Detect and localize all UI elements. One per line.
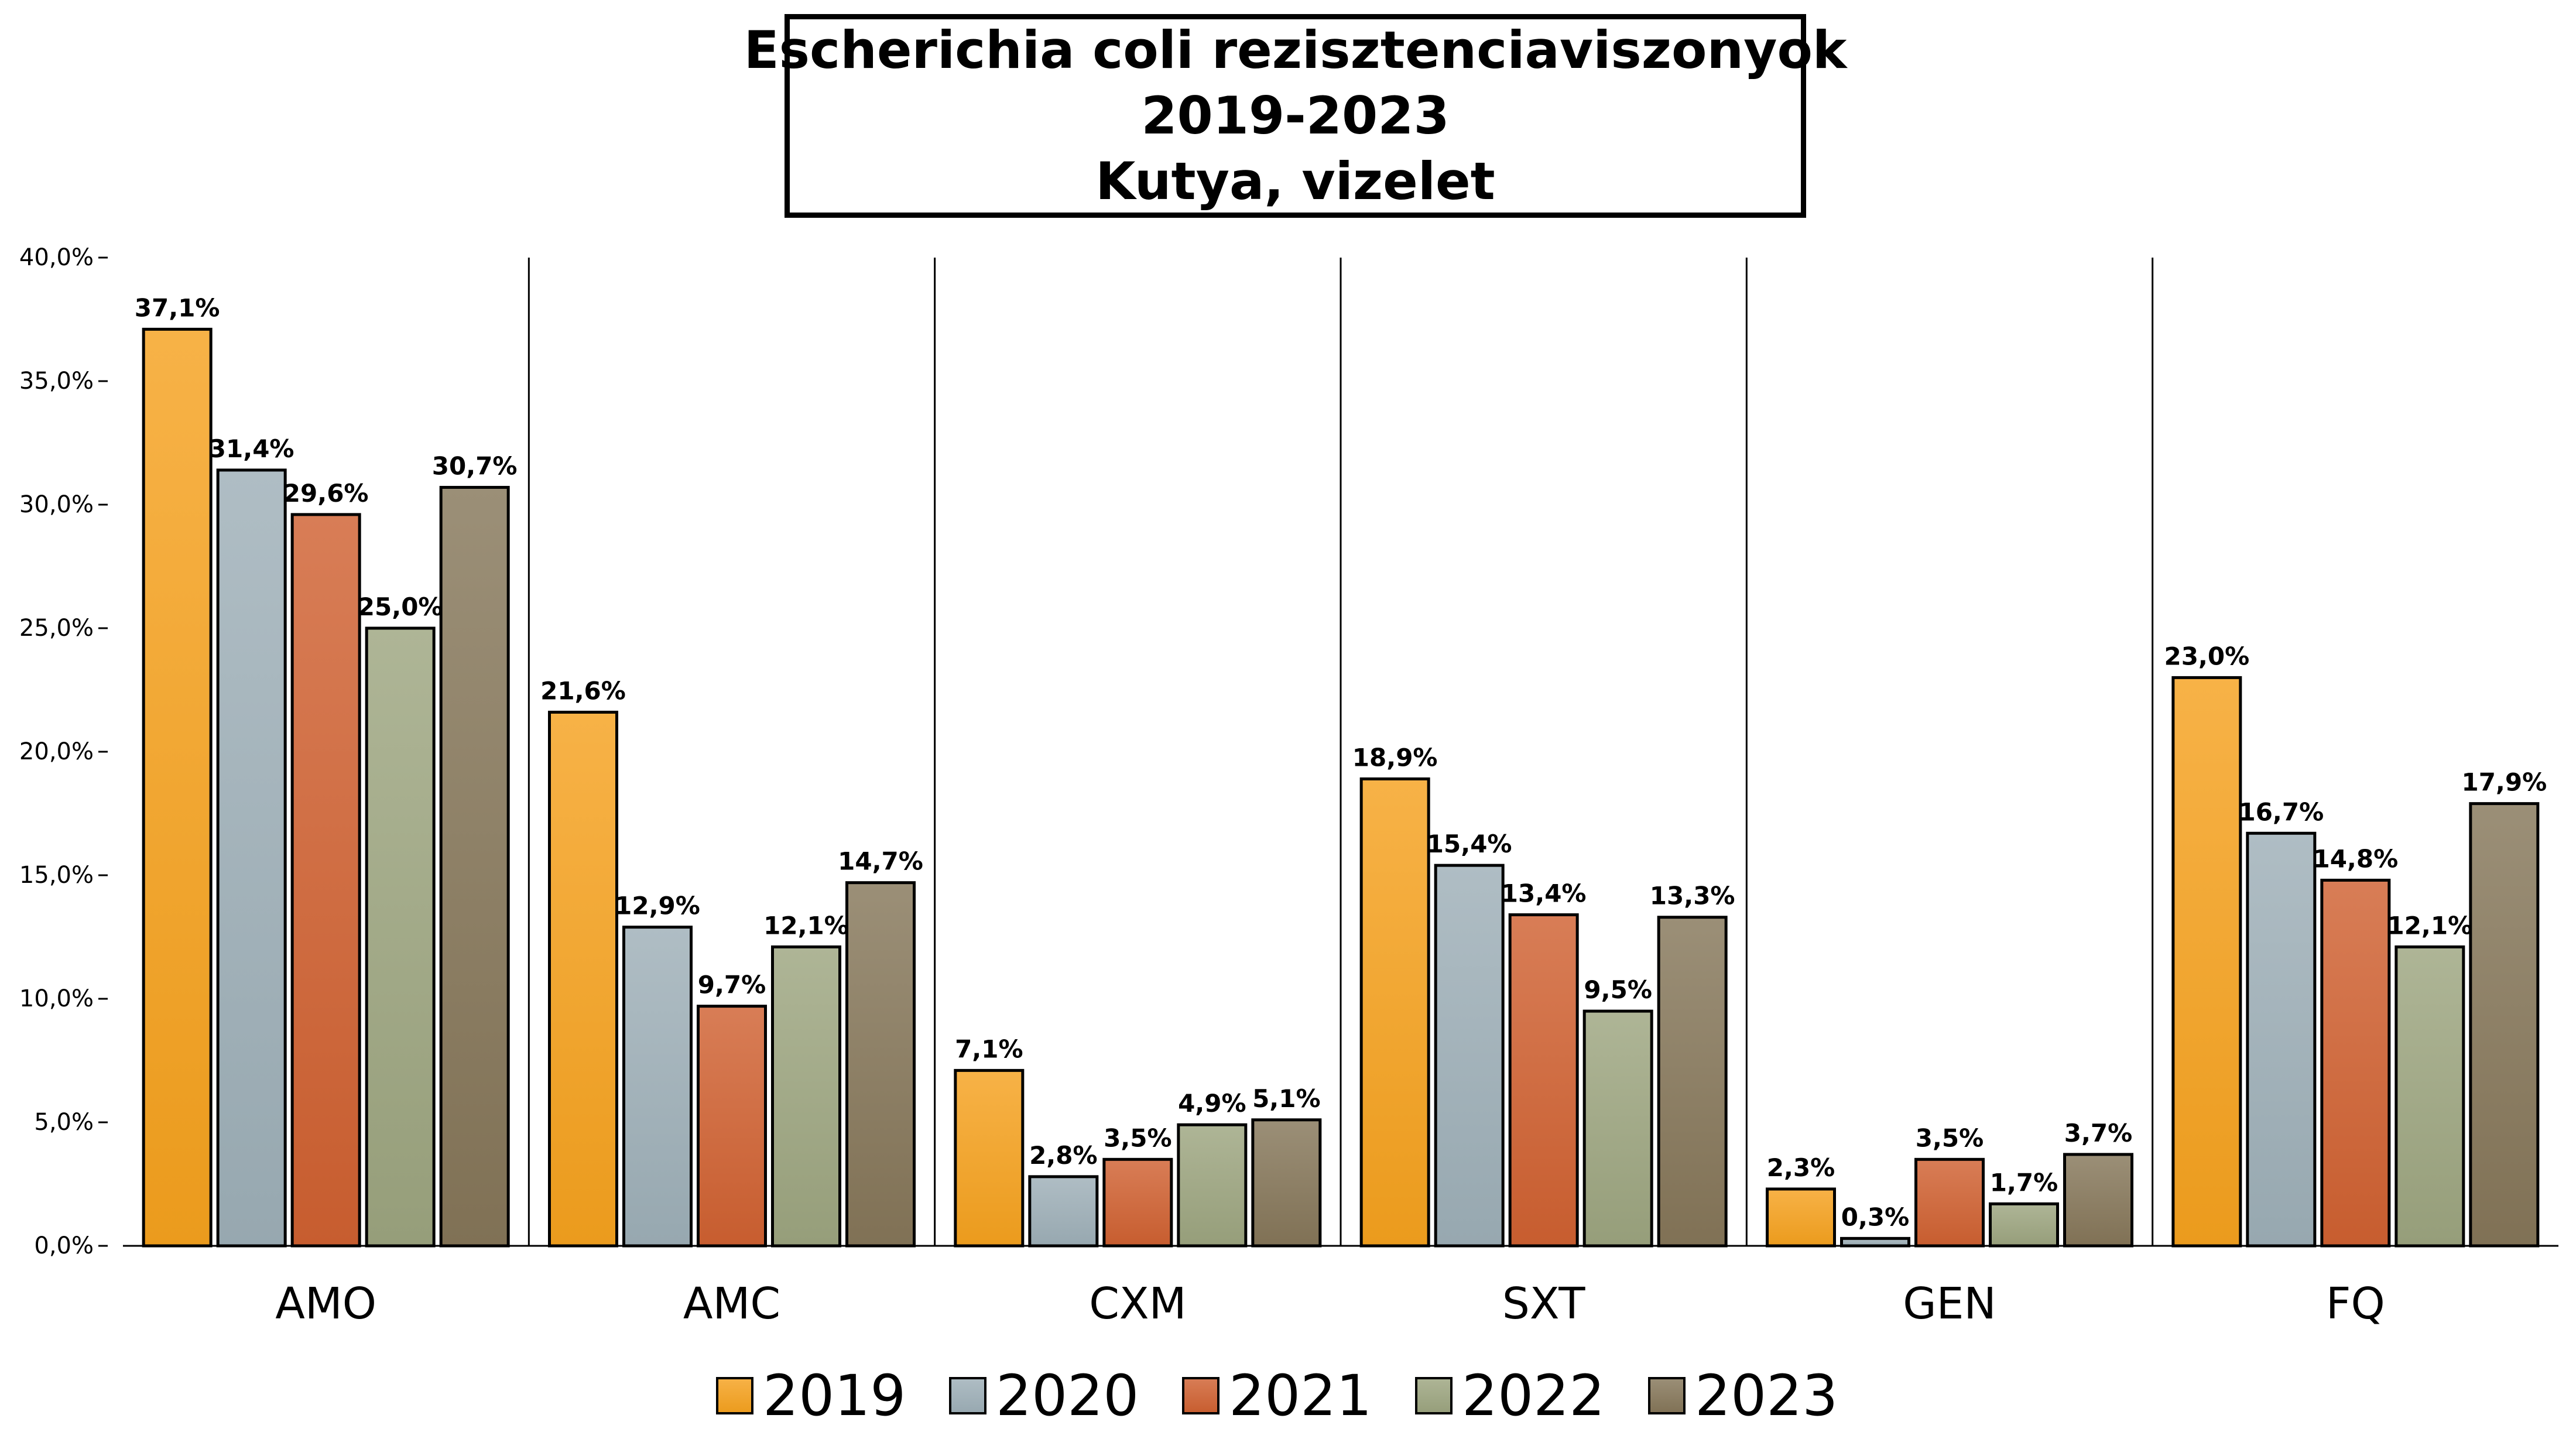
bar-2023-FQ [2469,802,2540,1248]
data-label: 23,0% [2164,642,2249,670]
legend-swatch-2022 [1415,1377,1453,1414]
legend-label-2023: 2023 [1695,1363,1838,1429]
data-label: 21,6% [540,676,626,705]
bar-2021-SXT [1508,913,1579,1248]
legend-swatch-2023 [1648,1377,1686,1414]
data-label: 25,0% [358,592,443,621]
legend-label-2021: 2021 [1229,1363,1372,1429]
data-label: 12,1% [763,911,849,940]
data-label: 13,4% [1501,879,1587,908]
x-category-label: SXT [1502,1279,1585,1329]
bar-2020-AMC [622,926,693,1248]
bar-2021-CXM [1102,1157,1173,1248]
bar-2021-AMC [697,1005,767,1248]
data-label: 15,4% [1427,830,1512,858]
legend-swatch-2021 [1182,1377,1220,1414]
x-category-label: AMC [683,1279,780,1329]
bar-2021-FQ [2320,878,2391,1248]
bar-2019-SXT [1359,777,1430,1248]
data-label: 30,7% [432,451,518,480]
chart-title-line-1: Escherichia coli rezisztenciaviszonyok [744,20,1847,80]
bar-2020-GEN [1840,1236,1910,1248]
legend-label-2019: 2019 [763,1363,906,1429]
data-label: 37,1% [135,293,220,322]
data-label: 29,6% [283,479,369,508]
y-tick-label: 15,0% [19,862,94,889]
chart-title-line-2: 2019-2023 [1141,85,1450,146]
bar-2020-AMO [216,468,287,1248]
bar-2021-AMO [290,513,361,1248]
bar-2020-FQ [2246,831,2317,1248]
data-label: 0,3% [1841,1203,1909,1231]
data-label: 13,3% [1650,882,1735,910]
bar-2019-AMO [142,327,213,1248]
bar-2022-AMC [771,945,841,1248]
data-label: 12,9% [615,892,700,920]
x-category-label: GEN [1903,1279,1996,1329]
data-label: 31,4% [209,434,294,463]
bar-2023-SXT [1657,916,1728,1248]
data-label: 3,5% [1916,1123,1984,1152]
bar-2019-AMC [548,710,618,1248]
bar-2023-GEN [2063,1153,2133,1248]
bar-2022-GEN [1989,1202,2059,1248]
legend-label-2022: 2022 [1462,1363,1605,1429]
bar-2019-CXM [954,1068,1025,1248]
bar-2021-GEN [1914,1157,1985,1248]
bar-2023-AMO [439,485,510,1248]
x-category-label: CXM [1089,1279,1186,1329]
x-category-label: AMO [275,1279,376,1329]
bar-2019-FQ [2171,676,2242,1248]
bar-2019-GEN [1766,1187,1836,1248]
data-label: 2,8% [1029,1141,1097,1170]
data-label: 4,9% [1178,1089,1246,1118]
data-label: 2,3% [1767,1153,1835,1182]
data-label: 1,7% [1990,1168,2058,1197]
y-tick-label: 25,0% [19,615,94,642]
data-label: 9,7% [698,971,766,999]
y-tick-label: 30,0% [19,491,94,518]
data-label: 5,1% [1252,1084,1320,1113]
bar-2020-SXT [1434,864,1505,1248]
bar-2022-FQ [2395,945,2465,1248]
data-label: 3,5% [1104,1123,1171,1152]
data-label: 7,1% [955,1034,1023,1063]
data-label: 12,1% [2387,911,2472,940]
data-label: 3,7% [2064,1119,2132,1147]
legend-label-2020: 2020 [996,1363,1139,1429]
bar-2020-CXM [1028,1175,1099,1248]
y-tick-label: 35,0% [19,368,94,395]
y-tick-label: 20,0% [19,738,94,765]
x-category-label: FQ [2326,1279,2385,1329]
y-tick-label: 0,0% [34,1232,94,1259]
y-tick-label: 40,0% [19,244,94,271]
bar-2022-SXT [1582,1009,1653,1248]
bar-2022-CXM [1177,1123,1248,1248]
bar-2023-AMC [845,881,916,1248]
chart-title-line-3: Kutya, vizelet [1095,151,1495,211]
data-label: 14,8% [2313,844,2398,873]
data-label: 17,9% [2461,768,2547,797]
data-label: 14,7% [838,847,923,876]
bar-2022-AMO [365,626,436,1248]
data-label: 16,7% [2238,797,2324,826]
bar-2023-CXM [1251,1118,1322,1248]
y-tick-label: 10,0% [19,985,94,1012]
data-label: 18,9% [1352,743,1438,772]
y-tick-label: 5,0% [34,1109,94,1136]
legend-swatch-2020 [949,1377,986,1414]
chart-title-box: Escherichia coli rezisztenciaviszonyok 2… [744,14,1847,218]
legend-swatch-2019 [716,1377,753,1414]
data-label: 9,5% [1584,975,1652,1004]
